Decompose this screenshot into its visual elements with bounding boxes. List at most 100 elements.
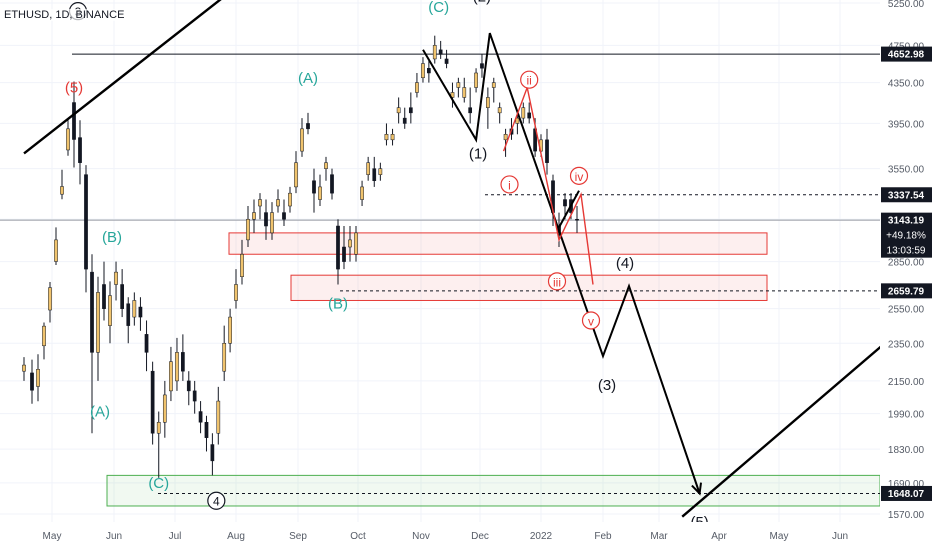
candle	[36, 369, 40, 387]
candle	[324, 162, 328, 169]
candle	[456, 82, 461, 88]
wave-label-text: (A)	[90, 404, 110, 421]
candle	[330, 174, 334, 194]
candle	[521, 107, 526, 119]
candle	[222, 343, 227, 372]
x-tick-label: Sep	[289, 531, 307, 542]
price-label-sub: 13:03:59	[887, 246, 926, 257]
candle	[503, 134, 508, 141]
candle	[156, 421, 161, 434]
candle	[402, 117, 407, 124]
x-tick-label: Apr	[711, 531, 727, 542]
candle	[126, 303, 131, 326]
candle	[150, 370, 155, 434]
candle	[42, 325, 46, 347]
price-label-sub: +49.18%	[886, 231, 926, 242]
candle	[96, 292, 100, 353]
candle	[252, 212, 256, 220]
x-tick-label: Mar	[650, 531, 668, 542]
candle	[84, 174, 88, 270]
wave-label-text: i	[508, 178, 511, 192]
candle	[270, 212, 274, 234]
candle	[60, 186, 64, 195]
candle	[108, 295, 112, 326]
projection-path	[422, 32, 701, 494]
y-tick-label: 2350.00	[888, 339, 925, 350]
candle	[312, 180, 316, 194]
wave-label: (C)	[428, 0, 449, 16]
price-label-text: 1648.07	[888, 489, 925, 500]
candle	[366, 162, 371, 175]
price-label-box	[881, 485, 932, 501]
candle	[264, 212, 268, 227]
wave-label-text: iii	[553, 275, 561, 289]
wave-label: (B)	[102, 229, 122, 246]
candle	[66, 128, 70, 151]
candle	[216, 400, 221, 434]
y-tick-label: 5250.00	[888, 0, 925, 10]
price-label-box	[881, 46, 932, 62]
x-tick-label: Dec	[471, 531, 489, 542]
wave-label-text: (4)	[616, 255, 634, 272]
candle	[234, 284, 238, 301]
candle	[162, 394, 167, 423]
candle	[563, 199, 567, 207]
x-tick-label: May	[43, 531, 62, 542]
price-label-2: 3143.19 +49.18% 13:03:59	[881, 212, 932, 258]
candle	[138, 306, 143, 318]
x-tick-label: May	[770, 531, 789, 542]
candle	[462, 87, 467, 98]
candle	[294, 162, 298, 188]
candle	[132, 300, 137, 318]
x-tick-label: Jun	[832, 531, 848, 542]
candle	[78, 137, 82, 163]
x-tick-label: Aug	[227, 531, 245, 542]
candle	[491, 82, 496, 88]
price-label-3: 2659.79	[881, 283, 932, 299]
candle	[474, 72, 478, 88]
wave-label-text: 4	[213, 495, 220, 509]
black-wave-path	[558, 190, 580, 228]
candle	[378, 168, 383, 175]
candle	[450, 92, 455, 98]
symbol-header: ETHUSD, 1D, BINANCE	[4, 9, 125, 21]
candle	[276, 199, 280, 207]
candle	[288, 192, 292, 207]
candle	[390, 134, 395, 141]
x-tick-label: Jun	[106, 531, 122, 542]
candle	[282, 212, 286, 220]
candle	[318, 186, 322, 200]
trendline-1	[681, 335, 894, 518]
wave-label: iii	[547, 272, 567, 291]
y-tick-label: 2850.00	[888, 258, 925, 269]
price-label-text: 3143.19	[888, 216, 925, 227]
candle	[54, 239, 58, 262]
wave-label: (5)	[65, 79, 83, 96]
candle	[421, 63, 425, 79]
x-tick-label: Oct	[350, 531, 366, 542]
candle	[144, 334, 149, 353]
wave-label-text: (A)	[298, 70, 318, 87]
wave-label-text: (B)	[328, 296, 348, 313]
candle	[169, 361, 173, 392]
candle	[22, 364, 26, 372]
candle	[186, 380, 191, 392]
wave-label: v	[581, 311, 601, 330]
price-label-1: 3337.54	[881, 187, 932, 203]
candle	[175, 352, 179, 382]
price-axis	[880, 0, 932, 550]
zone-2	[106, 474, 881, 507]
x-tick-label: Nov	[412, 531, 430, 542]
wave-label: iv	[569, 166, 589, 185]
candle	[533, 128, 537, 152]
candle	[181, 352, 185, 372]
wave-label-text: (B)	[102, 229, 122, 246]
x-tick-label: Jul	[169, 531, 182, 542]
candle	[240, 253, 244, 277]
candle	[575, 218, 579, 221]
candle	[444, 58, 449, 64]
candle	[342, 246, 346, 262]
projection-arrowhead	[691, 482, 702, 496]
trendline-0	[23, 0, 222, 155]
